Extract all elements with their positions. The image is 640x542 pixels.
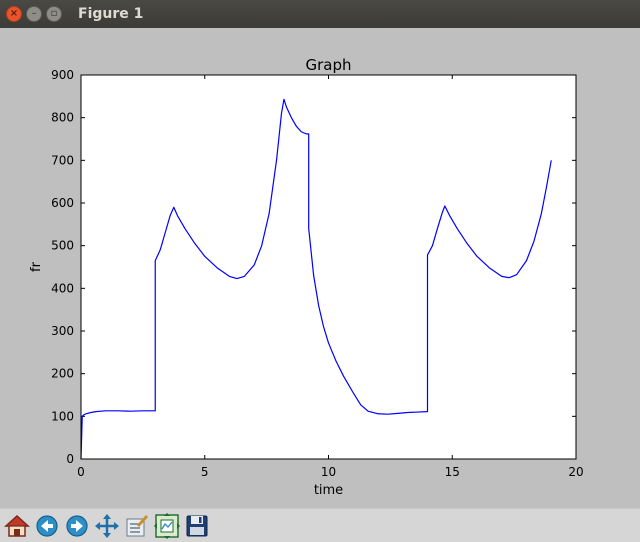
minimize-window-button[interactable]: – <box>26 6 42 22</box>
y-tick-label: 200 <box>51 367 74 381</box>
maximize-icon: ▫ <box>50 8 58 19</box>
navigation-toolbar <box>0 508 640 542</box>
zoom-button[interactable] <box>153 512 181 540</box>
y-tick-label: 0 <box>66 452 74 466</box>
pan-icon <box>95 513 119 538</box>
y-tick-label: 700 <box>51 153 74 167</box>
axes-frame <box>80 74 577 460</box>
y-tick-label: 600 <box>51 196 74 210</box>
save-button[interactable] <box>183 512 211 540</box>
x-tick-label: 15 <box>445 465 460 479</box>
forward-button[interactable] <box>63 512 91 540</box>
y-tick-label: 900 <box>51 68 74 82</box>
x-axis-label: time <box>314 483 343 498</box>
home-icon <box>4 514 30 537</box>
configure-subplots-button[interactable] <box>123 512 151 540</box>
plot-area <box>81 75 576 459</box>
forward-icon <box>66 514 88 537</box>
configure-subplots-icon <box>126 514 149 536</box>
close-window-button[interactable]: × <box>6 6 22 22</box>
x-tick-label: 5 <box>201 465 209 479</box>
minimize-icon: – <box>31 8 37 19</box>
x-tick-label: 0 <box>77 465 85 479</box>
x-tick-label: 20 <box>568 465 583 479</box>
y-tick-label: 800 <box>51 111 74 125</box>
zoom-icon <box>154 512 180 539</box>
series-line <box>80 98 552 460</box>
figure-canvas[interactable]: 0 5 10 15 20 0 100 200 300 400 500 600 700 800 900 Gra… <box>0 28 640 508</box>
y-axis-label: fr <box>29 261 44 272</box>
x-tick-label: 10 <box>321 465 336 479</box>
y-tick-label: 500 <box>51 239 74 253</box>
back-button[interactable] <box>33 512 61 540</box>
maximize-window-button[interactable]: ▫ <box>46 6 62 22</box>
window-title: Figure 1 <box>78 6 144 22</box>
close-icon: × <box>9 8 19 19</box>
save-icon <box>186 515 208 536</box>
y-tick-label: 300 <box>51 324 74 338</box>
back-icon <box>36 514 58 537</box>
y-tick-label: 400 <box>51 281 74 295</box>
window-titlebar: × – ▫ Figure 1 <box>0 0 640 28</box>
pan-button[interactable] <box>93 512 121 540</box>
home-button[interactable] <box>3 512 31 540</box>
chart-title: Graph <box>305 56 351 74</box>
y-tick-label: 100 <box>51 409 74 423</box>
